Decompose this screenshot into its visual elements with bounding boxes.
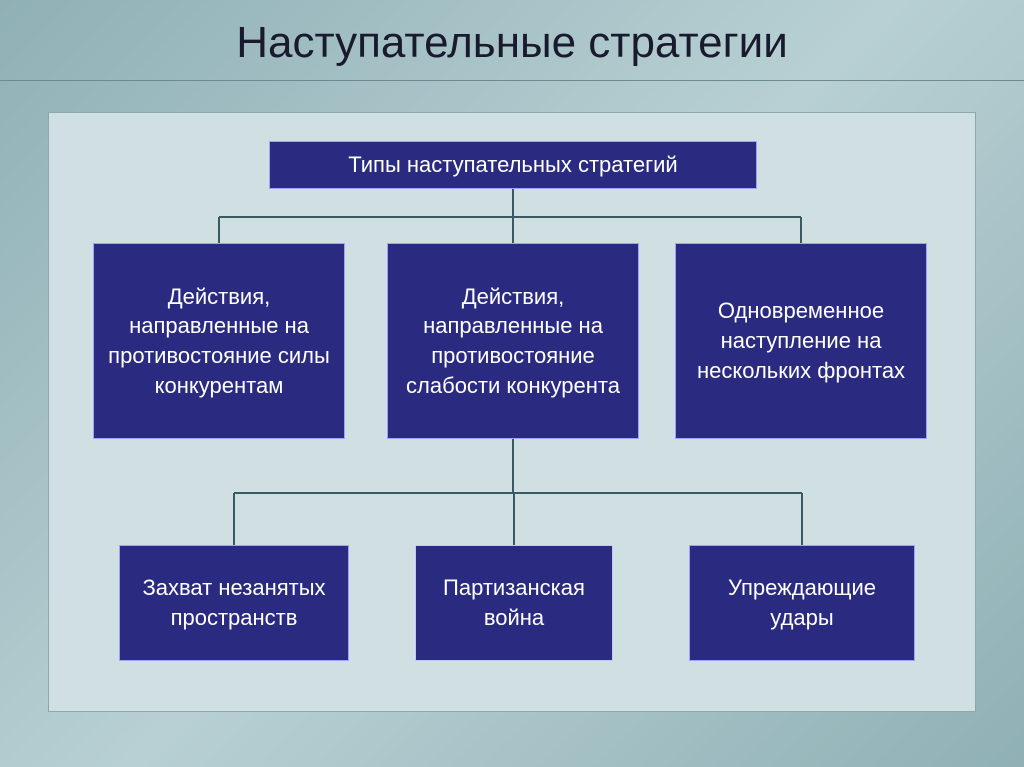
node-row1-c: Одновременное наступление на нескольких … [675,243,927,439]
node-row2-c: Упреждающие удары [689,545,915,661]
slide-title: Наступательные стратегии [0,0,1024,81]
slide: Наступательные стратегии Типы наступател… [0,0,1024,767]
node-row2-a: Захват незанятых пространств [119,545,349,661]
node-root: Типы наступательных стратегий [269,141,757,189]
node-row1-a: Действия, направленные на противостояние… [93,243,345,439]
diagram-panel: Типы наступательных стратегий Действия, … [48,112,976,712]
node-row1-b: Действия, направленные на противостояние… [387,243,639,439]
node-row2-b: Партизанская война [415,545,613,661]
